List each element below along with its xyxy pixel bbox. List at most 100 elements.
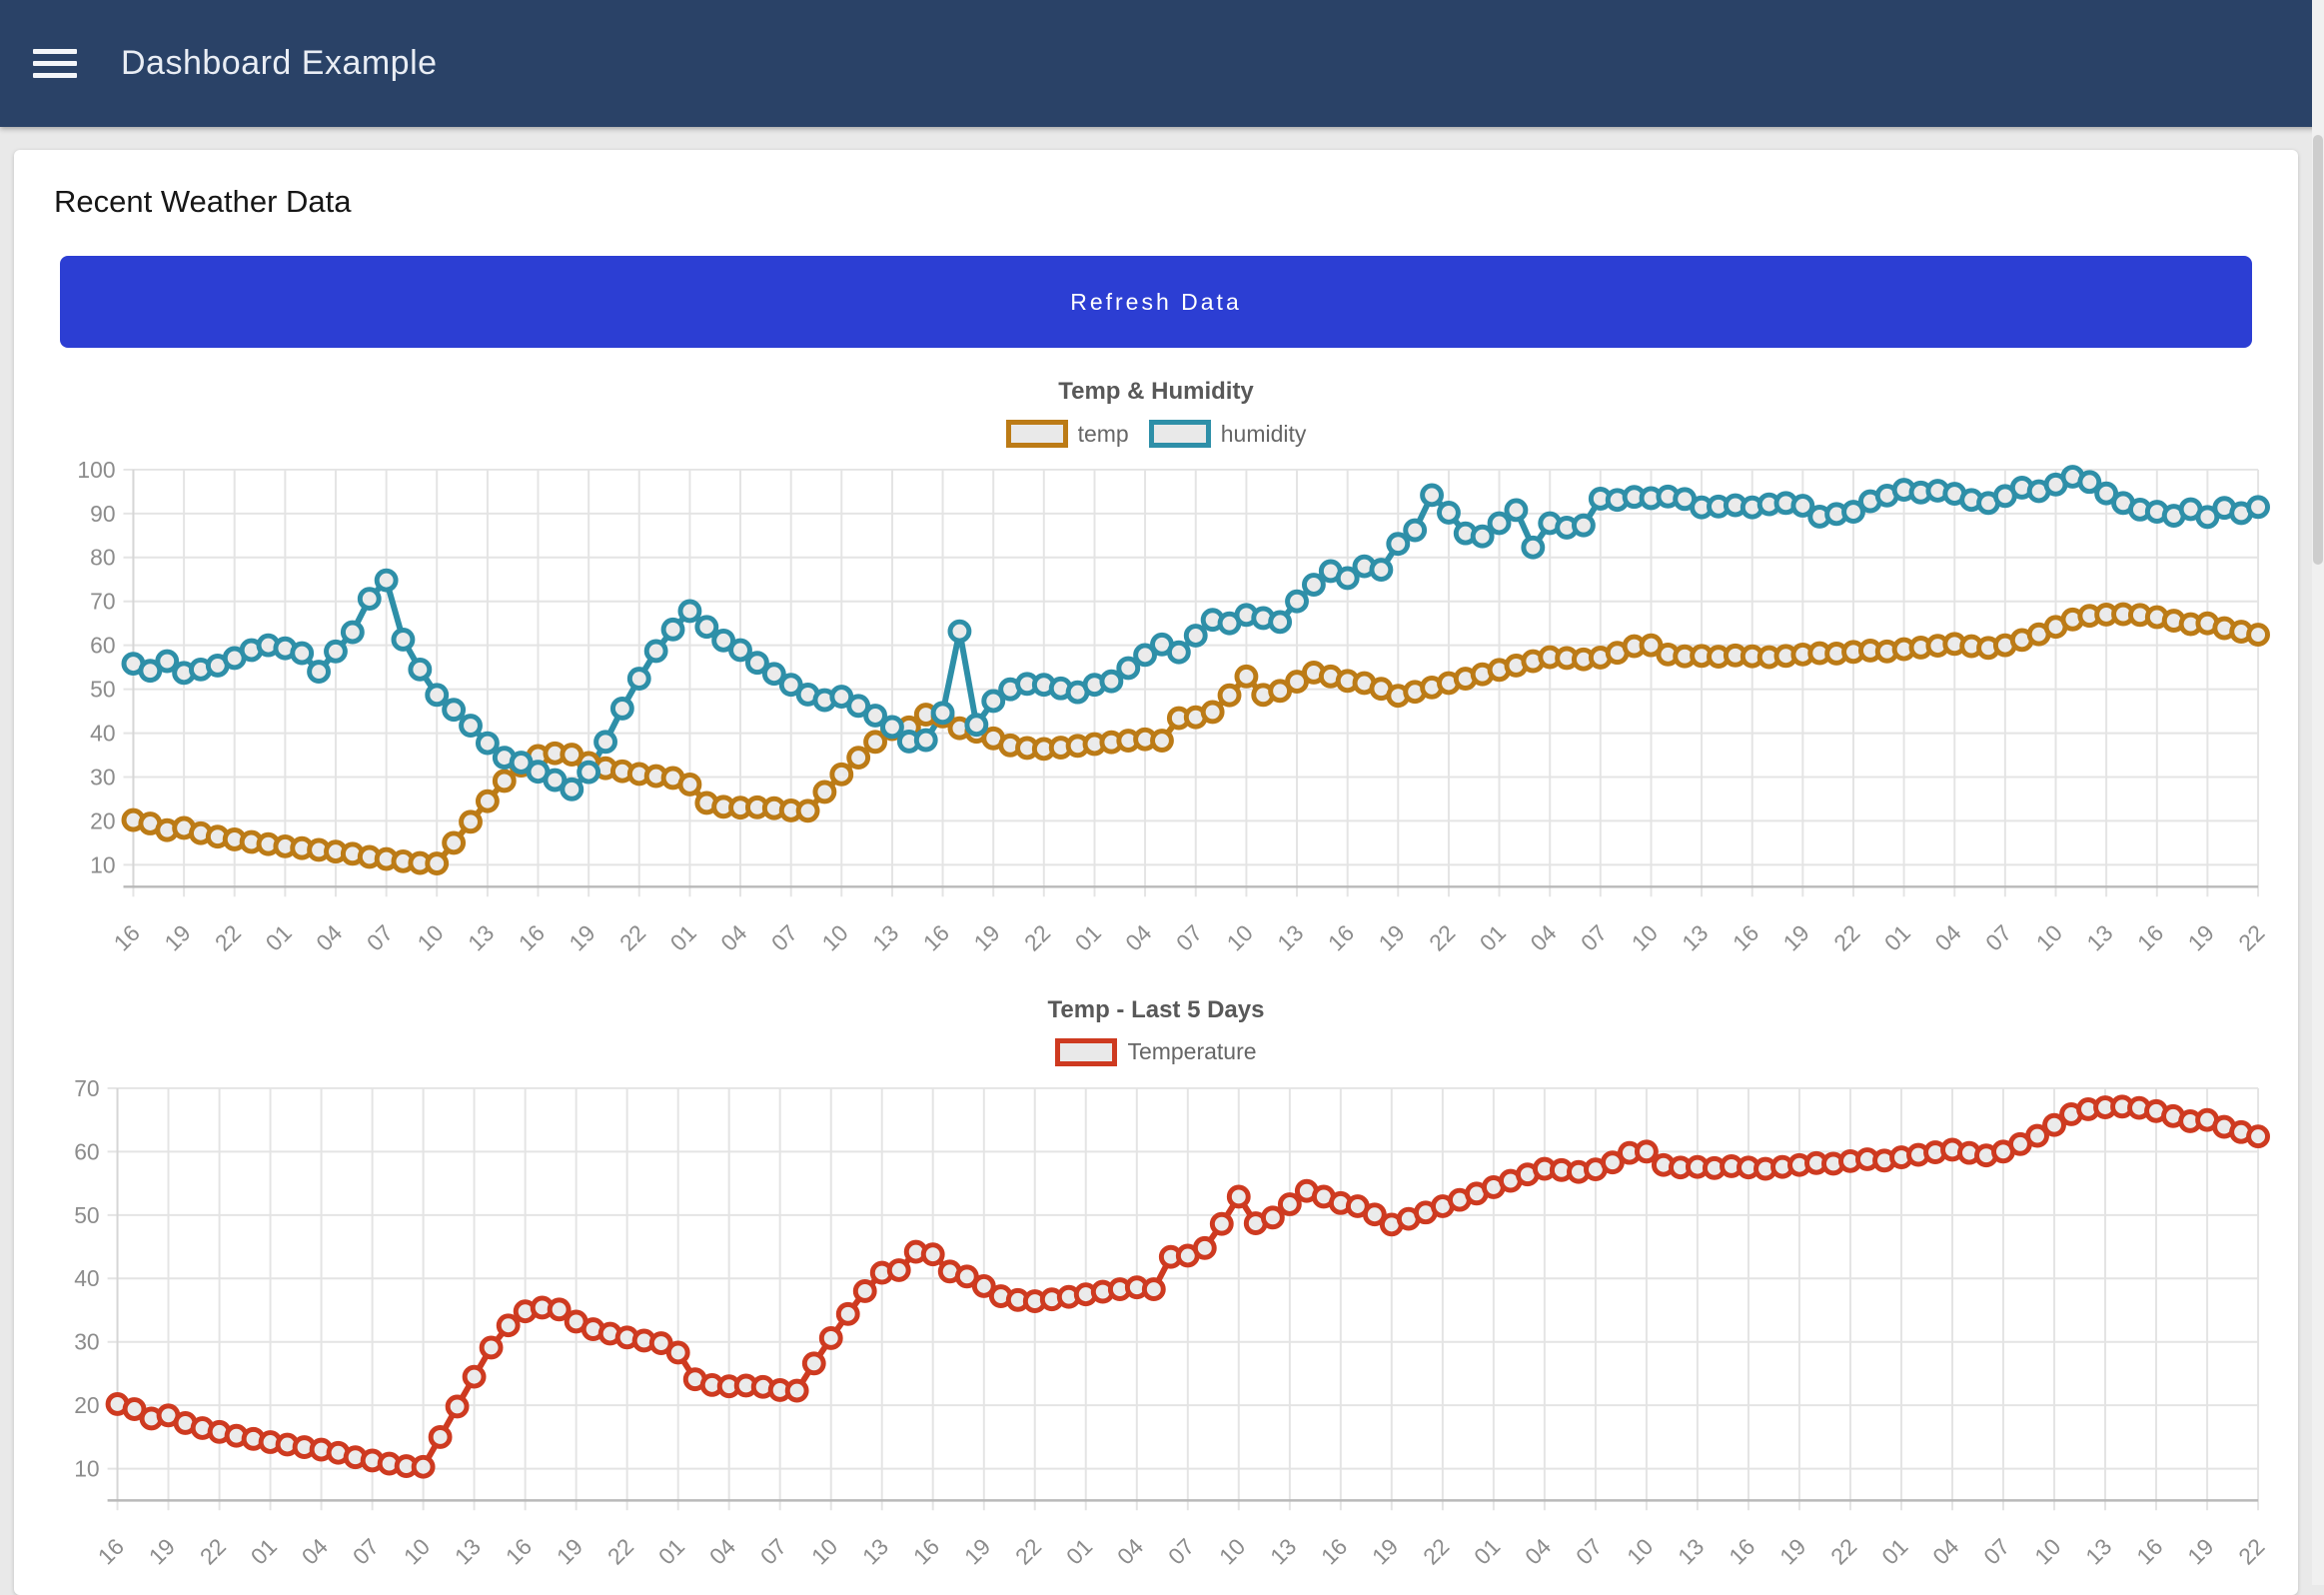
svg-text:07: 07 [348,1533,384,1569]
svg-text:04: 04 [715,919,752,956]
svg-text:10: 10 [412,919,448,955]
svg-text:19: 19 [1777,919,1813,955]
refresh-data-button[interactable]: Refresh Data [60,256,2252,348]
legend-swatch-icon [1005,420,1068,448]
svg-text:07: 07 [766,919,802,955]
svg-text:22: 22 [1825,1533,1861,1569]
svg-text:16: 16 [501,1533,537,1569]
hamburger-menu-icon[interactable] [33,42,77,85]
svg-text:16: 16 [1724,1533,1759,1569]
svg-text:22: 22 [2233,1533,2269,1569]
svg-text:10: 10 [816,919,852,955]
svg-text:22: 22 [1010,1533,1046,1569]
svg-text:100: 100 [77,457,115,483]
svg-text:10: 10 [399,1533,435,1569]
svg-text:01: 01 [1469,1533,1505,1569]
svg-text:22: 22 [1424,919,1460,955]
svg-text:19: 19 [2183,919,2219,955]
chart-legend: Temperature [40,1037,2272,1066]
svg-text:04: 04 [1929,919,1966,956]
scrollbar-thumb[interactable] [2313,135,2323,565]
svg-text:19: 19 [159,919,195,955]
temp-last-5-days-chart-block: Temp - Last 5 Days Temperature 10 20 30 40 5… [40,996,2272,1575]
svg-text:20: 20 [74,1392,99,1418]
svg-text:13: 13 [2080,1533,2116,1569]
svg-text:13: 13 [1272,919,1308,955]
svg-text:01: 01 [1876,1533,1912,1569]
svg-text:50: 50 [74,1202,99,1228]
svg-text:22: 22 [1828,919,1864,955]
svg-text:07: 07 [1980,919,2016,955]
svg-text:13: 13 [857,1533,893,1569]
legend-label: temp [1077,420,1129,447]
svg-text:07: 07 [755,1533,791,1569]
svg-text:01: 01 [246,1533,282,1569]
svg-text:04: 04 [297,1533,334,1570]
temp-humidity-chart-block: Temp & Humidity temp humidity 10 20 30 40 50 6… [40,378,2272,966]
svg-text:22: 22 [602,1533,638,1569]
svg-text:22: 22 [2233,919,2269,955]
svg-text:22: 22 [1019,919,1055,955]
svg-text:13: 13 [2081,919,2117,955]
svg-text:16: 16 [918,919,954,955]
svg-text:50: 50 [90,677,115,703]
svg-text:01: 01 [665,919,701,955]
svg-text:19: 19 [968,919,1004,955]
svg-text:19: 19 [959,1533,995,1569]
legend-label: Temperature [1127,1038,1257,1065]
svg-text:04: 04 [1927,1533,1964,1570]
svg-text:16: 16 [2132,919,2168,955]
svg-text:07: 07 [1171,919,1207,955]
svg-text:13: 13 [867,919,903,955]
svg-text:16: 16 [1316,1533,1352,1569]
svg-text:13: 13 [1677,919,1713,955]
legend-item-Temperature[interactable]: Temperature [1055,1037,1257,1066]
svg-text:04: 04 [1112,1533,1149,1570]
app-title: Dashboard Example [121,44,438,82]
svg-text:10: 10 [90,851,115,877]
svg-text:20: 20 [90,807,115,833]
legend-item-temp[interactable]: temp [1005,420,1129,448]
svg-text:22: 22 [210,919,246,955]
svg-text:10: 10 [74,1455,99,1481]
svg-text:22: 22 [1418,1533,1454,1569]
chart-legend: temp humidity [40,420,2272,448]
svg-text:70: 70 [74,1075,99,1101]
svg-text:04: 04 [704,1533,741,1570]
svg-text:13: 13 [1265,1533,1301,1569]
svg-text:10: 10 [1222,919,1258,955]
svg-text:22: 22 [195,1533,231,1569]
svg-text:10: 10 [2029,1533,2065,1569]
svg-text:07: 07 [1576,919,1612,955]
svg-text:16: 16 [1728,919,1763,955]
page-title: Recent Weather Data [54,184,352,219]
svg-text:10: 10 [1627,919,1663,955]
svg-text:13: 13 [450,1533,486,1569]
svg-text:40: 40 [74,1265,99,1291]
svg-text:01: 01 [1879,919,1915,955]
svg-text:40: 40 [90,721,115,747]
svg-text:10: 10 [806,1533,842,1569]
temp-last-5-days-chart: 10 20 30 40 50 60 70 16 19 22 01 04 07 10 13 16 19 22 01 04… [74,1075,2270,1570]
svg-text:04: 04 [1525,919,1562,956]
chart-title-temp-last-5-days: Temp - Last 5 Days [1047,995,1265,1023]
svg-text:01: 01 [261,919,297,955]
svg-text:04: 04 [1520,1533,1557,1570]
svg-text:19: 19 [1774,1533,1810,1569]
svg-text:19: 19 [564,919,599,955]
svg-text:16: 16 [1323,919,1359,955]
legend-item-humidity[interactable]: humidity [1148,420,1306,448]
svg-text:16: 16 [93,1533,129,1569]
temp-humidity-chart: 10 20 30 40 50 60 70 80 90 100 16 19 22 01 04 07 10 13 16 1… [77,457,2270,956]
svg-text:01: 01 [1070,919,1106,955]
svg-text:01: 01 [1475,919,1511,955]
svg-text:07: 07 [1163,1533,1199,1569]
svg-text:30: 30 [90,764,115,790]
svg-text:04: 04 [311,919,348,956]
svg-text:04: 04 [1120,919,1157,956]
svg-text:13: 13 [1673,1533,1709,1569]
svg-text:07: 07 [362,919,398,955]
svg-text:10: 10 [1214,1533,1250,1569]
svg-text:10: 10 [1622,1533,1658,1569]
scrollbar[interactable] [2312,0,2324,1585]
